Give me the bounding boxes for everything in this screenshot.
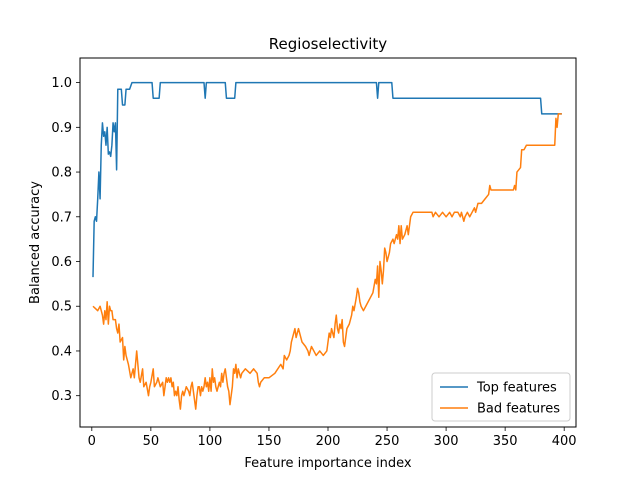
x-axis-label: Feature importance index bbox=[244, 456, 412, 471]
x-tick-label: 150 bbox=[257, 434, 282, 449]
series-line-top-features bbox=[92, 81, 562, 278]
y-tick-label: 0.8 bbox=[51, 166, 72, 181]
x-tick-label: 100 bbox=[197, 434, 222, 449]
x-tick-label: 300 bbox=[434, 434, 459, 449]
series-line-bad-features bbox=[92, 113, 562, 410]
x-tick-label: 400 bbox=[552, 434, 577, 449]
legend-box bbox=[431, 372, 571, 422]
y-tick-label: 0.4 bbox=[51, 344, 72, 359]
series-layer bbox=[92, 81, 562, 410]
x-tick-label: 350 bbox=[493, 434, 518, 449]
y-tick-label: 0.6 bbox=[51, 255, 72, 270]
legend-label: Bad features bbox=[477, 402, 560, 417]
x-tick-label: 0 bbox=[88, 434, 96, 449]
x-tick-label: 50 bbox=[143, 434, 160, 449]
y-axis-label: Balanced accuracy bbox=[28, 181, 43, 304]
x-tick-label: 200 bbox=[316, 434, 341, 449]
legend: Top features Bad features bbox=[431, 372, 571, 422]
x-axis: 0 50 100 150 200 250 300 350 400 bbox=[88, 427, 577, 449]
y-tick-label: 1.0 bbox=[51, 76, 72, 91]
y-tick-label: 0.7 bbox=[51, 210, 72, 225]
y-tick-label: 0.5 bbox=[51, 300, 72, 315]
plot-frame bbox=[79, 57, 577, 428]
y-tick-label: 0.3 bbox=[51, 389, 72, 404]
y-tick-label: 0.9 bbox=[51, 121, 72, 136]
legend-label: Top features bbox=[476, 381, 557, 396]
y-axis: 0.3 0.4 0.5 0.6 0.7 0.8 0.9 1.0 bbox=[51, 76, 80, 404]
x-tick-label: 250 bbox=[375, 434, 400, 449]
chart-title: Regioselectivity bbox=[269, 35, 388, 53]
